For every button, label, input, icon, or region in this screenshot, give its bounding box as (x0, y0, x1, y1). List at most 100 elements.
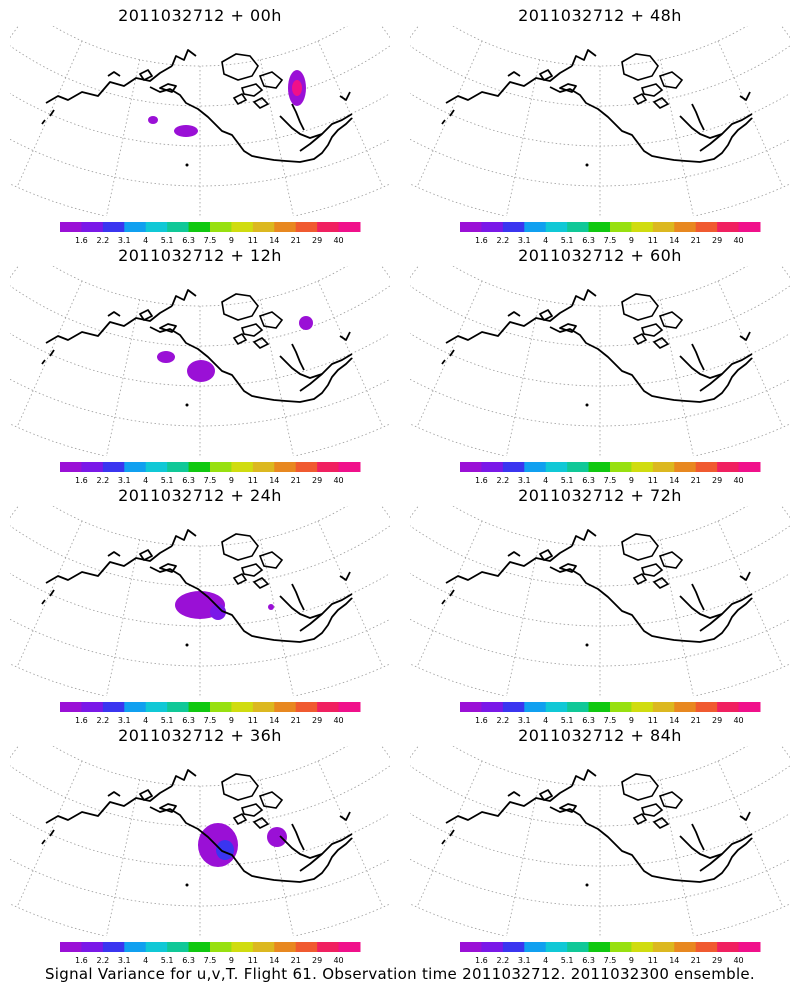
meridian-gridline (16, 280, 83, 428)
island-coastline (640, 803, 664, 817)
meridian-gridline (10, 26, 19, 39)
map-plot (410, 506, 790, 696)
legend-swatch (124, 942, 147, 952)
coastline (171, 529, 197, 547)
legend-label: 4 (543, 236, 548, 245)
coastline (49, 589, 55, 597)
legend-label: 2.2 (96, 236, 109, 245)
island-dot (585, 163, 589, 167)
legend-swatch (567, 222, 590, 232)
island-dot (585, 883, 589, 887)
legend-label: 2.2 (496, 956, 509, 965)
legend-label: 6.3 (582, 956, 595, 965)
map-panel: 2011032712 + 00h 1.6 2.2 3.1 4 5.1 6.3 7.5 9 11 14… (0, 0, 400, 245)
coastline (699, 833, 753, 872)
legend-swatch (610, 942, 632, 952)
legend-swatch (631, 942, 654, 952)
legend-swatch (274, 222, 297, 232)
legend-swatch (567, 702, 590, 712)
coastline (279, 595, 323, 619)
legend-label: 3.1 (118, 236, 131, 245)
island-coastline (258, 71, 284, 89)
meridian-gridline (781, 506, 790, 519)
legend-swatch (124, 462, 147, 472)
coastline (679, 355, 723, 379)
legend-swatch (210, 702, 232, 712)
meridian-gridline (259, 59, 294, 216)
coastline (449, 589, 455, 597)
coastline (339, 91, 351, 101)
coastline (279, 835, 323, 859)
map-panel: 2011032712 + 60h 1.6 2.2 3.1 4 5.1 6.3 7.5 9 11 14… (400, 240, 800, 485)
island-coastline (258, 311, 284, 329)
meridian-gridline (10, 506, 19, 519)
coastline (159, 323, 177, 333)
legend-swatch (145, 702, 168, 712)
meridian-gridline (410, 746, 419, 759)
meridian-gridline (381, 746, 390, 759)
legend-swatch (652, 702, 675, 712)
color-legend: 1.6 2.2 3.1 4 5.1 6.3 7.5 9 11 14 21 29 40 (60, 462, 361, 485)
meridian-gridline (659, 59, 694, 216)
coastline (445, 785, 573, 824)
island-coastline (632, 812, 648, 826)
legend-swatch (481, 222, 504, 232)
meridian-gridline (659, 779, 694, 936)
coastline (41, 119, 46, 125)
legend-swatch (317, 462, 340, 472)
meridian-gridline (381, 506, 390, 519)
legend-swatch (124, 222, 147, 232)
island-dot (585, 643, 589, 647)
legend-label: 1.6 (75, 716, 88, 725)
legend-swatch (695, 222, 718, 232)
coastline (139, 69, 153, 81)
island-coastline (640, 323, 664, 337)
island-coastline (221, 533, 259, 561)
coastline (299, 833, 353, 872)
legend-label: 29 (312, 476, 322, 485)
island-coastline (232, 92, 248, 106)
latitude-gridline (452, 266, 748, 307)
coastline (299, 113, 353, 152)
legend-swatch (167, 942, 190, 952)
legend-label: 6.3 (582, 236, 595, 245)
color-legend: 1.6 2.2 3.1 4 5.1 6.3 7.5 9 11 14 21 29 40 (460, 702, 761, 725)
legend-label: 9 (229, 236, 234, 245)
legend-label: 40 (733, 236, 743, 245)
coastline (449, 349, 455, 357)
variance-contour (174, 125, 198, 137)
legend-label: 7.5 (604, 956, 617, 965)
legend-swatch (738, 702, 761, 712)
meridian-gridline (16, 40, 83, 188)
legend-swatch (317, 942, 340, 952)
legend-label: 4 (543, 956, 548, 965)
legend-swatch (210, 942, 232, 952)
legend-label: 5.1 (161, 236, 174, 245)
legend-swatch (524, 222, 547, 232)
island-coastline (621, 773, 659, 801)
legend-label: 9 (629, 956, 634, 965)
coastline (739, 91, 751, 101)
legend-label: 40 (333, 956, 343, 965)
coastline (41, 839, 46, 845)
variance-contour (148, 116, 158, 124)
legend-swatch (524, 462, 547, 472)
legend-swatch (717, 462, 740, 472)
island-coastline (240, 803, 264, 817)
legend-swatch (567, 942, 590, 952)
meridian-gridline (416, 760, 483, 908)
legend-swatch (695, 462, 718, 472)
legend-swatch (717, 702, 740, 712)
legend-swatch (102, 702, 125, 712)
legend-swatch (210, 222, 232, 232)
legend-label: 4 (143, 956, 148, 965)
variance-contour (268, 604, 274, 610)
legend-swatch (631, 462, 654, 472)
legend-swatch (738, 222, 761, 232)
legend-label: 9 (229, 716, 234, 725)
meridian-gridline (410, 26, 419, 39)
legend-label: 9 (229, 956, 234, 965)
legend-label: 9 (629, 716, 634, 725)
coastline (549, 566, 753, 643)
meridian-gridline (106, 59, 141, 216)
